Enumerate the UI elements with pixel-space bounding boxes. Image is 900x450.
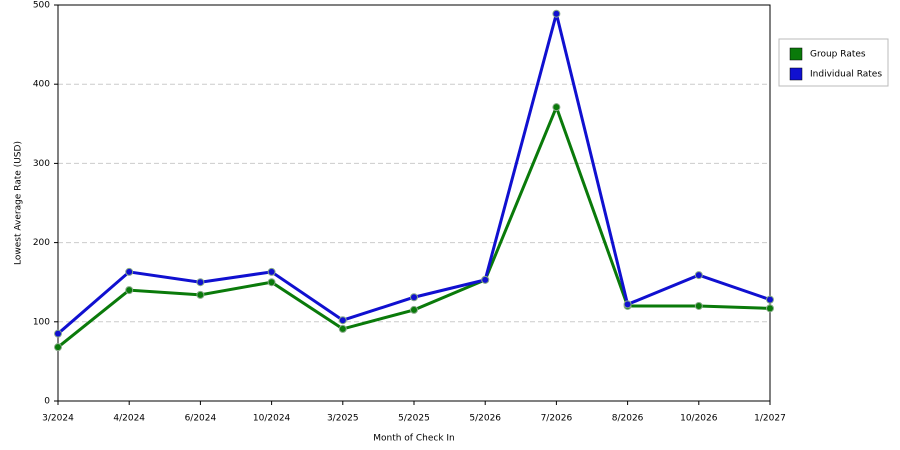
data-point [766,295,774,304]
data-point [196,290,205,299]
y-axis-label: Lowest Average Rate (USD) [14,141,24,265]
y-tick-label: 300 [33,159,50,169]
y-tick-label: 0 [44,397,50,407]
x-tick-label: 1/2027 [754,414,786,424]
data-point [623,300,632,309]
data-point [410,293,418,302]
x-tick-label: 3/2025 [327,414,359,424]
data-point [694,271,703,280]
y-tick-label: 100 [33,317,50,327]
data-point [552,103,561,112]
plot-frame [57,4,771,402]
data-point [267,267,276,276]
x-tick-label: 7/2026 [541,414,573,424]
legend-label: Individual Rates [810,70,882,80]
data-point [54,343,62,352]
x-tick-label: 4/2024 [113,414,145,424]
y-tick-label: 200 [33,238,50,248]
legend-swatch [789,67,803,81]
legend-label: Group Rates [810,50,866,60]
y-tick-label: 500 [33,1,50,11]
x-tick-label: 5/2025 [398,414,430,424]
y-tick-label: 400 [33,80,50,90]
x-tick-label: 10/2026 [680,414,718,424]
legend-swatch [789,47,803,61]
x-tick-label: 5/2026 [469,414,501,424]
data-point [338,324,347,333]
x-tick-label: 6/2024 [185,414,217,424]
data-point [481,275,490,284]
data-point [410,305,418,314]
series-line [57,13,771,335]
data-point [54,329,62,338]
x-tick-label: 3/2024 [42,414,74,424]
data-point [338,316,347,325]
data-point [125,267,134,276]
x-tick-label: 8/2026 [612,414,644,424]
data-point [196,278,205,287]
data-point [552,9,561,18]
x-axis-label: Month of Check In [373,434,455,444]
x-tick-label: 10/2024 [253,414,291,424]
data-point [694,301,703,310]
data-point [267,278,276,287]
data-point [766,304,774,313]
data-point [125,286,134,295]
